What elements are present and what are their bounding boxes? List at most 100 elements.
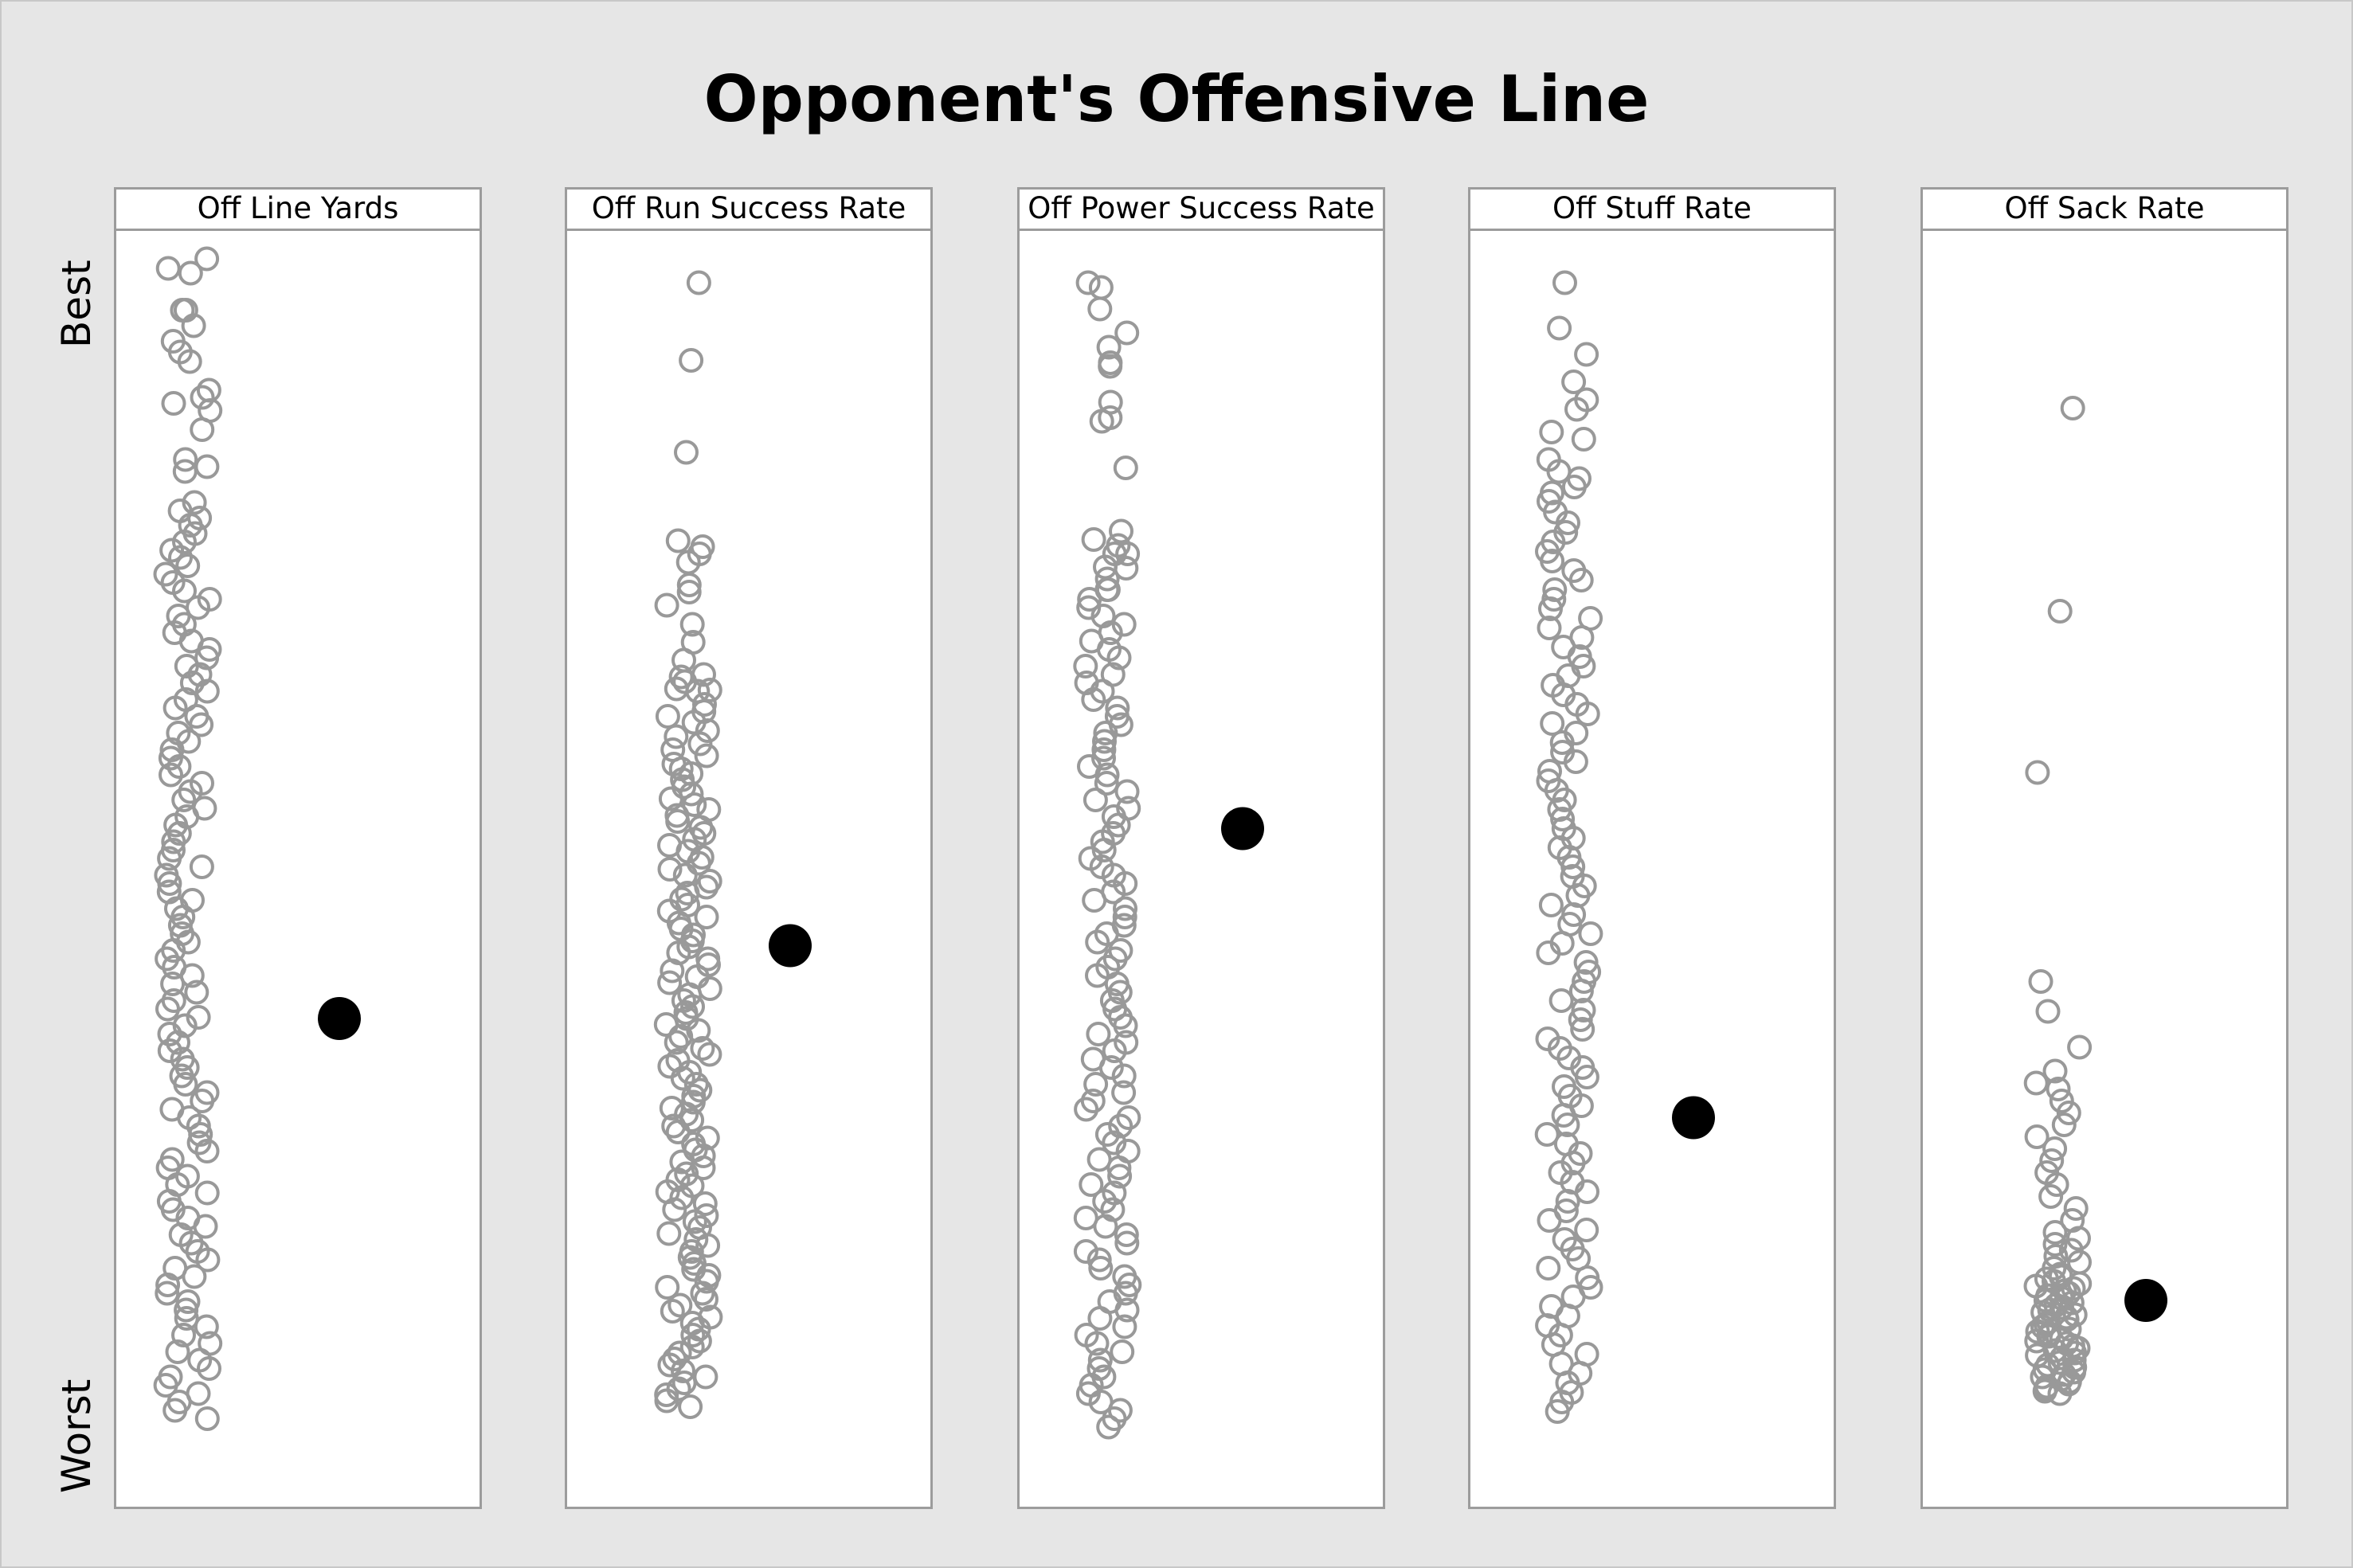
data-point [1081,527,1106,552]
data-point [680,994,705,1019]
data-point [2042,1136,2068,1161]
data-point [1561,475,1587,499]
data-point [655,704,680,729]
data-point [1570,1017,1595,1042]
data-point [1114,1230,1140,1256]
data-point [194,1180,220,1206]
scatter-plot [153,246,361,1431]
data-point [155,996,180,1022]
data-point [153,561,178,587]
data-point [680,1089,706,1115]
data-point [155,946,180,972]
data-point [668,1292,693,1318]
data-point [694,1203,719,1228]
data-point [1540,711,1565,736]
data-point [694,905,719,929]
data-point [177,349,202,374]
data-point [1091,1364,1117,1390]
data-point [1105,695,1130,721]
data-point [1074,1097,1099,1122]
data-point [1098,354,1123,379]
data-point [1539,420,1564,444]
data-point [157,846,182,871]
data-point [193,1214,218,1239]
data-point [1083,1072,1109,1097]
data-point [2025,1319,2050,1344]
data-point [157,871,182,896]
data-point [691,1144,716,1168]
data-point [654,592,679,618]
data-point [665,528,691,553]
data-point [194,454,220,479]
data-point [676,573,702,597]
data-point [693,1364,718,1390]
data-point [659,1096,684,1120]
data-point [1112,1314,1137,1339]
data-point [171,788,197,812]
data-point [155,1273,181,1297]
chart-title: Opponent's Offensive Line [703,62,1650,136]
scatter-plot [653,270,812,1419]
data-point [194,1314,219,1339]
data-point [1564,397,1589,422]
data-point [188,1122,213,1147]
data-point [1538,596,1563,621]
data-point [1091,737,1117,762]
data-point [687,731,713,757]
data-point [2038,1184,2064,1209]
data-point [1537,616,1562,640]
panel-off-line-yards: Off Line Yards [114,187,482,1509]
data-point [1550,807,1576,831]
data-point [1075,1381,1101,1406]
data-point [1114,556,1139,581]
data-point [1574,342,1599,367]
data-point [166,1030,190,1055]
data-point [1537,1208,1562,1233]
data-point [2042,1220,2068,1245]
data-point [1106,1155,1132,1180]
data-point [1556,510,1580,535]
data-point [1081,687,1106,712]
data-point [1091,838,1117,862]
data-point [2051,1112,2077,1137]
data-point [161,829,186,854]
data-point [1087,1306,1113,1331]
data-point [174,654,199,678]
data-point [2032,1378,2057,1404]
highlight-point [318,997,361,1040]
data-point [1094,762,1120,788]
data-point [1106,645,1132,671]
data-point [1110,1339,1135,1364]
data-point [2042,1232,2068,1257]
data-point [161,391,186,416]
panel-header: Off Stuff Rate [1470,190,1834,231]
data-point [694,1287,718,1312]
data-point [1096,334,1122,360]
data-point [155,256,181,281]
data-point [1114,320,1140,346]
data-point [692,1191,718,1216]
data-point [195,1247,221,1273]
data-point [671,1359,695,1383]
highlight-point [769,924,812,968]
data-point [669,886,695,912]
data-point [670,1066,695,1091]
data-point [682,1209,707,1234]
data-point [2023,1070,2049,1096]
data-point [2067,1034,2093,1060]
data-point [1098,1055,1124,1080]
data-point [1087,1347,1113,1373]
data-point [1568,1007,1593,1032]
data-point [1114,1297,1140,1323]
data-point [2028,969,2053,994]
data-point [1075,270,1101,295]
data-point [657,1352,683,1378]
data-point [686,1018,711,1043]
data-point [694,743,719,768]
data-point [682,792,707,817]
data-point [172,530,197,554]
data-point [662,1197,687,1222]
data-point [653,1012,679,1037]
data-point [661,1113,687,1139]
data-point [1540,549,1565,573]
